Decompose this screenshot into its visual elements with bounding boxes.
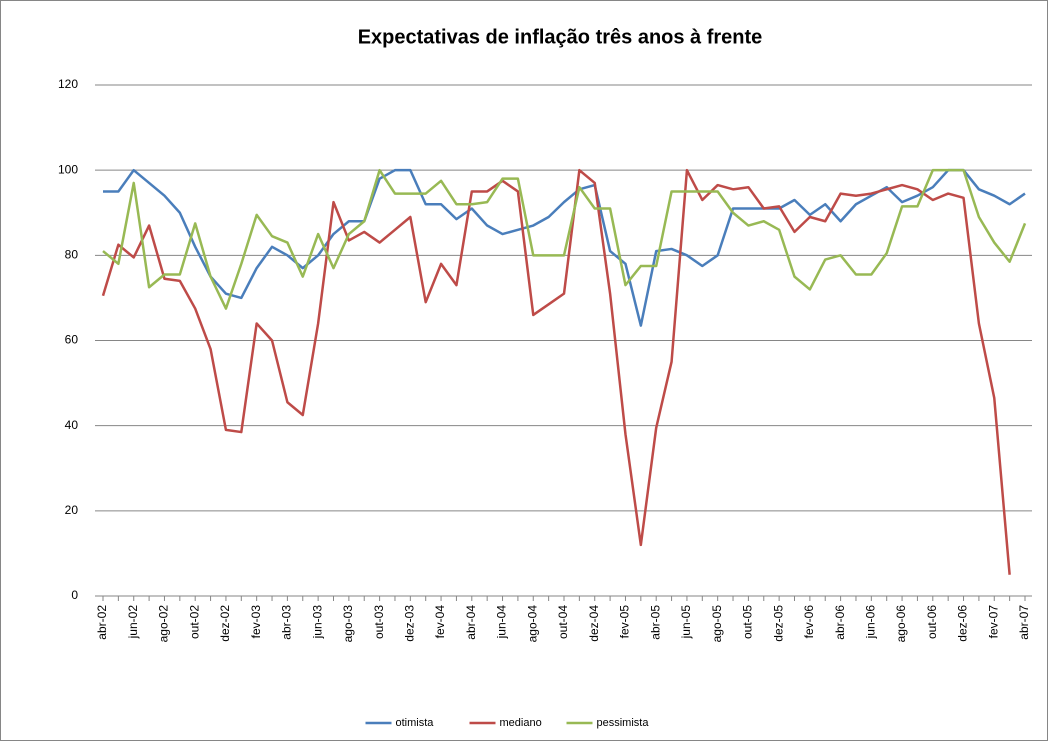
series-line <box>103 168 1026 327</box>
series-line <box>102 168 1027 310</box>
x-tick-label: dez-04 <box>587 605 601 642</box>
y-tick-label: 100 <box>58 162 78 176</box>
series-line <box>101 168 1011 575</box>
x-tick-label: jun-06 <box>864 605 878 640</box>
x-tick-label: out-02 <box>187 605 201 639</box>
x-tick-label: fev-06 <box>802 605 816 639</box>
legend-label: mediano <box>500 717 542 729</box>
legend-label: otimista <box>396 717 435 729</box>
chart-title: Expectativas de inflação três anos à fre… <box>358 26 763 48</box>
y-tick-label: 20 <box>65 503 79 517</box>
x-tick-label: ago-02 <box>157 605 171 643</box>
x-tick-label: jun-03 <box>310 605 324 640</box>
x-tick-label: abr-03 <box>280 605 294 640</box>
y-tick-label: 120 <box>58 77 78 91</box>
x-tick-label: abr-04 <box>464 605 478 640</box>
x-tick-label: dez-02 <box>218 605 232 642</box>
x-tick-label: abr-07 <box>1017 605 1031 640</box>
x-tick-label: dez-03 <box>403 605 417 642</box>
x-tick-label: dez-05 <box>771 605 785 642</box>
x-tick-label: fev-05 <box>618 605 632 639</box>
x-tick-label: ago-06 <box>894 605 908 643</box>
x-tick-label: dez-06 <box>956 605 970 642</box>
legend-label: pessimista <box>597 717 650 729</box>
x-tick-label: ago-05 <box>710 605 724 643</box>
x-tick-label: out-04 <box>556 605 570 639</box>
x-tick-label: jun-02 <box>126 605 140 640</box>
x-tick-label: abr-06 <box>833 605 847 640</box>
y-tick-label: 60 <box>65 333 79 347</box>
y-tick-label: 80 <box>65 248 79 262</box>
y-tick-label: 0 <box>71 588 78 602</box>
y-tick-label: 40 <box>65 418 79 432</box>
x-tick-label: ago-04 <box>525 605 539 643</box>
x-tick-label: fev-07 <box>986 605 1000 639</box>
x-tick-label: fev-04 <box>433 605 447 639</box>
x-tick-label: jun-05 <box>679 605 693 640</box>
x-tick-label: out-05 <box>741 605 755 639</box>
x-tick-label: ago-03 <box>341 605 355 643</box>
x-tick-label: fev-03 <box>249 605 263 639</box>
x-tick-label: abr-05 <box>648 605 662 640</box>
x-tick-label: jun-04 <box>495 605 509 640</box>
x-tick-label: out-06 <box>925 605 939 639</box>
x-tick-label: out-03 <box>372 605 386 639</box>
x-tick-label: abr-02 <box>95 605 109 640</box>
